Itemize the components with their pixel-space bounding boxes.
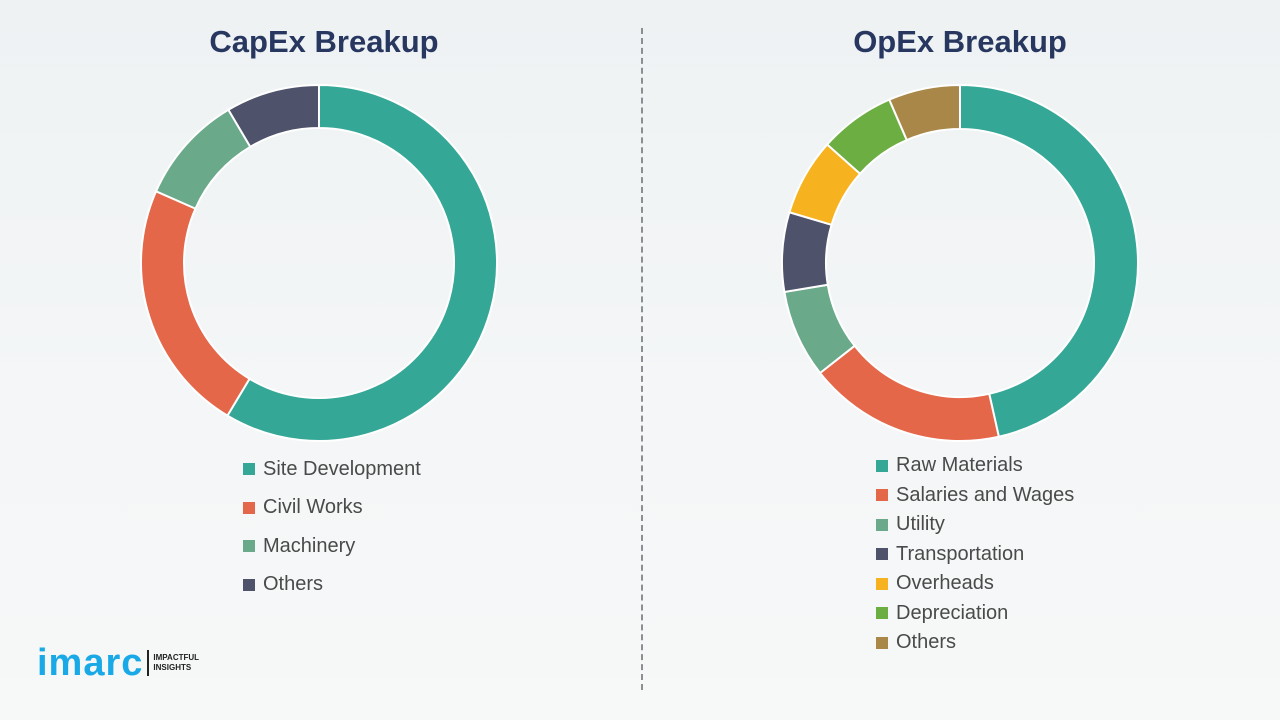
opex-donut [781,83,1139,442]
slice-others [887,83,961,142]
legend-item: Transportation [876,540,1074,570]
legend-swatch [243,540,255,553]
legend-label: Others [896,631,957,654]
legend-item: Others [243,566,421,605]
legend-label: Depreciation [896,601,1009,624]
legend-label: Raw Materials [896,454,1023,477]
legend-item: Raw Materials [876,451,1074,481]
slice-site-development [226,83,498,442]
logo-tagline: IMPACTFUL INSIGHTS [153,653,200,672]
legend-swatch [243,501,255,514]
legend-label: Transportation [896,542,1025,565]
capex-legend: Site Development Civil Works Machinery Othe… [243,450,421,604]
legend-swatch [243,463,255,476]
legend-swatch [876,577,888,590]
legend-label: Overheads [896,572,994,595]
legend-label: Salaries and Wages [896,483,1075,506]
legend-swatch [876,489,888,502]
legend-swatch [876,607,888,620]
legend-label: Utility [896,513,945,536]
legend-item: Depreciation [876,599,1074,629]
legend-item: Site Development [243,450,421,489]
divider [641,28,643,690]
legend-label: Machinery [263,534,356,557]
legend-swatch [876,548,888,561]
legend-item: Salaries and Wages [876,481,1074,511]
legend-item: Others [876,628,1074,658]
slice-salaries-and-wages [818,344,1001,442]
legend-swatch [876,459,888,472]
slice-raw-materials [959,83,1139,438]
slice-transportation [781,211,833,294]
legend-label: Site Development [263,457,421,480]
imarc-logo: imarc IMPACTFUL INSIGHTS [37,644,199,682]
opex-title: OpEx Breakup [853,24,1067,59]
logo-word: imarc [37,642,144,684]
legend-item: Overheads [876,569,1074,599]
legend-label: Civil Works [263,496,363,519]
legend-swatch [876,518,888,531]
legend-item: Utility [876,510,1074,540]
legend-label: Others [263,573,324,596]
slice-others [227,83,320,149]
legend-item: Civil Works [243,489,421,528]
capex-title: CapEx Breakup [209,24,439,59]
legend-swatch [876,636,888,649]
legend-swatch [243,578,255,591]
slice-civil-works [140,189,251,418]
legend-item: Machinery [243,527,421,566]
opex-legend: Raw Materials Salaries and Wages Utility Tr… [876,451,1074,658]
logo-divider [147,650,150,676]
capex-donut [140,83,498,442]
